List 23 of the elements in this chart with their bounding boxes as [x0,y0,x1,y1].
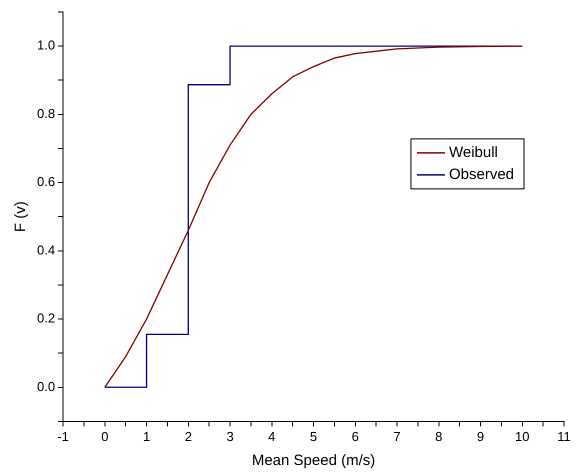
x-tick-label: 4 [268,428,276,444]
x-tick-label: 8 [435,428,442,444]
y-tick-label: 0.0 [36,378,56,394]
legend-label: Observed [448,166,514,184]
x-tick-label: 11 [557,428,571,444]
x-tick-label: 3 [226,428,234,444]
y-tick-label: 0.2 [36,310,56,326]
x-tick-label: 7 [393,428,401,444]
x-tick-label: 9 [476,428,484,444]
x-tick-label: 6 [352,428,359,444]
y-tick-label: 0.4 [36,242,56,258]
x-tick-label: 0 [101,428,108,444]
y-tick-label: 0.8 [36,106,56,121]
x-tick-label: 5 [310,428,318,444]
x-axis-title: Mean Speed (m/s) [252,452,376,470]
y-tick-label: 0.6 [36,174,56,190]
x-tick-label: 1 [142,428,150,444]
legend-label: Weibull [448,144,498,162]
x-tick-label: 10 [515,428,530,444]
y-axis-title: F (v) [12,201,30,232]
x-tick-label: 2 [184,428,192,444]
y-tick-label: 1.0 [36,38,56,53]
x-tick-label: -1 [57,428,69,444]
